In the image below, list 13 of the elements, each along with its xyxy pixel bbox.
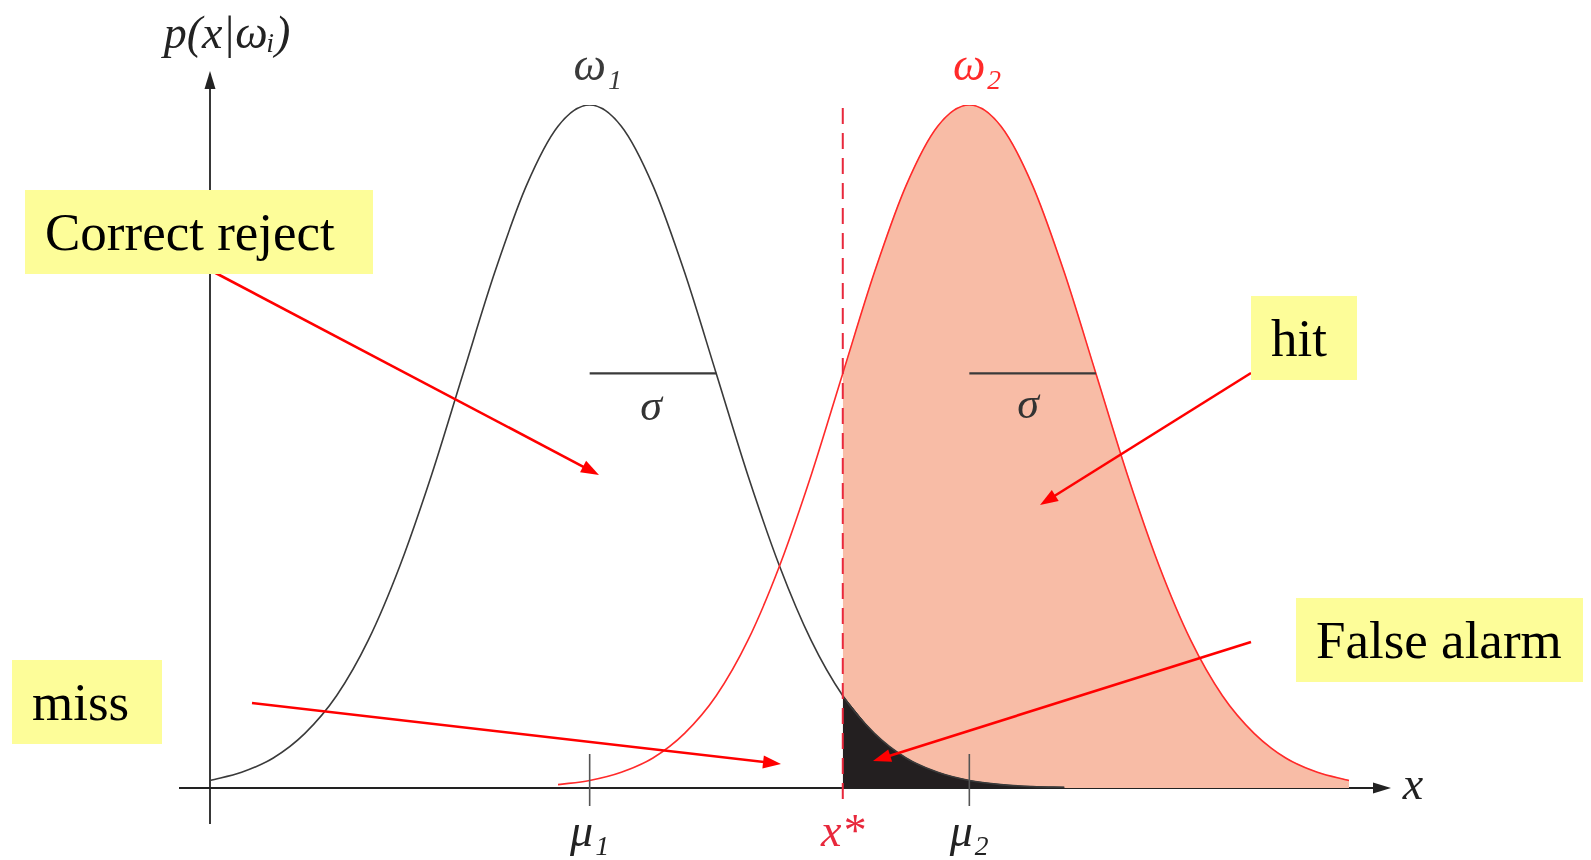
annotation: σ <box>640 381 662 430</box>
annotation: Correct reject <box>25 190 373 274</box>
x-tick-label: μ₂ <box>948 805 989 856</box>
text: miss <box>12 660 162 744</box>
series-label: ω₂ <box>953 39 1002 90</box>
annotation: False alarm <box>1296 598 1583 682</box>
x-tick-label: μ₁ <box>569 805 610 856</box>
series-label: ω₁ <box>573 39 622 90</box>
y-axis-title: p(x|ωᵢ) <box>160 7 291 58</box>
annotation: σ <box>1017 379 1039 428</box>
annotation: hit <box>1251 296 1357 380</box>
x-axis-title: x <box>1401 758 1424 809</box>
x-tick-label: x* <box>820 805 865 856</box>
